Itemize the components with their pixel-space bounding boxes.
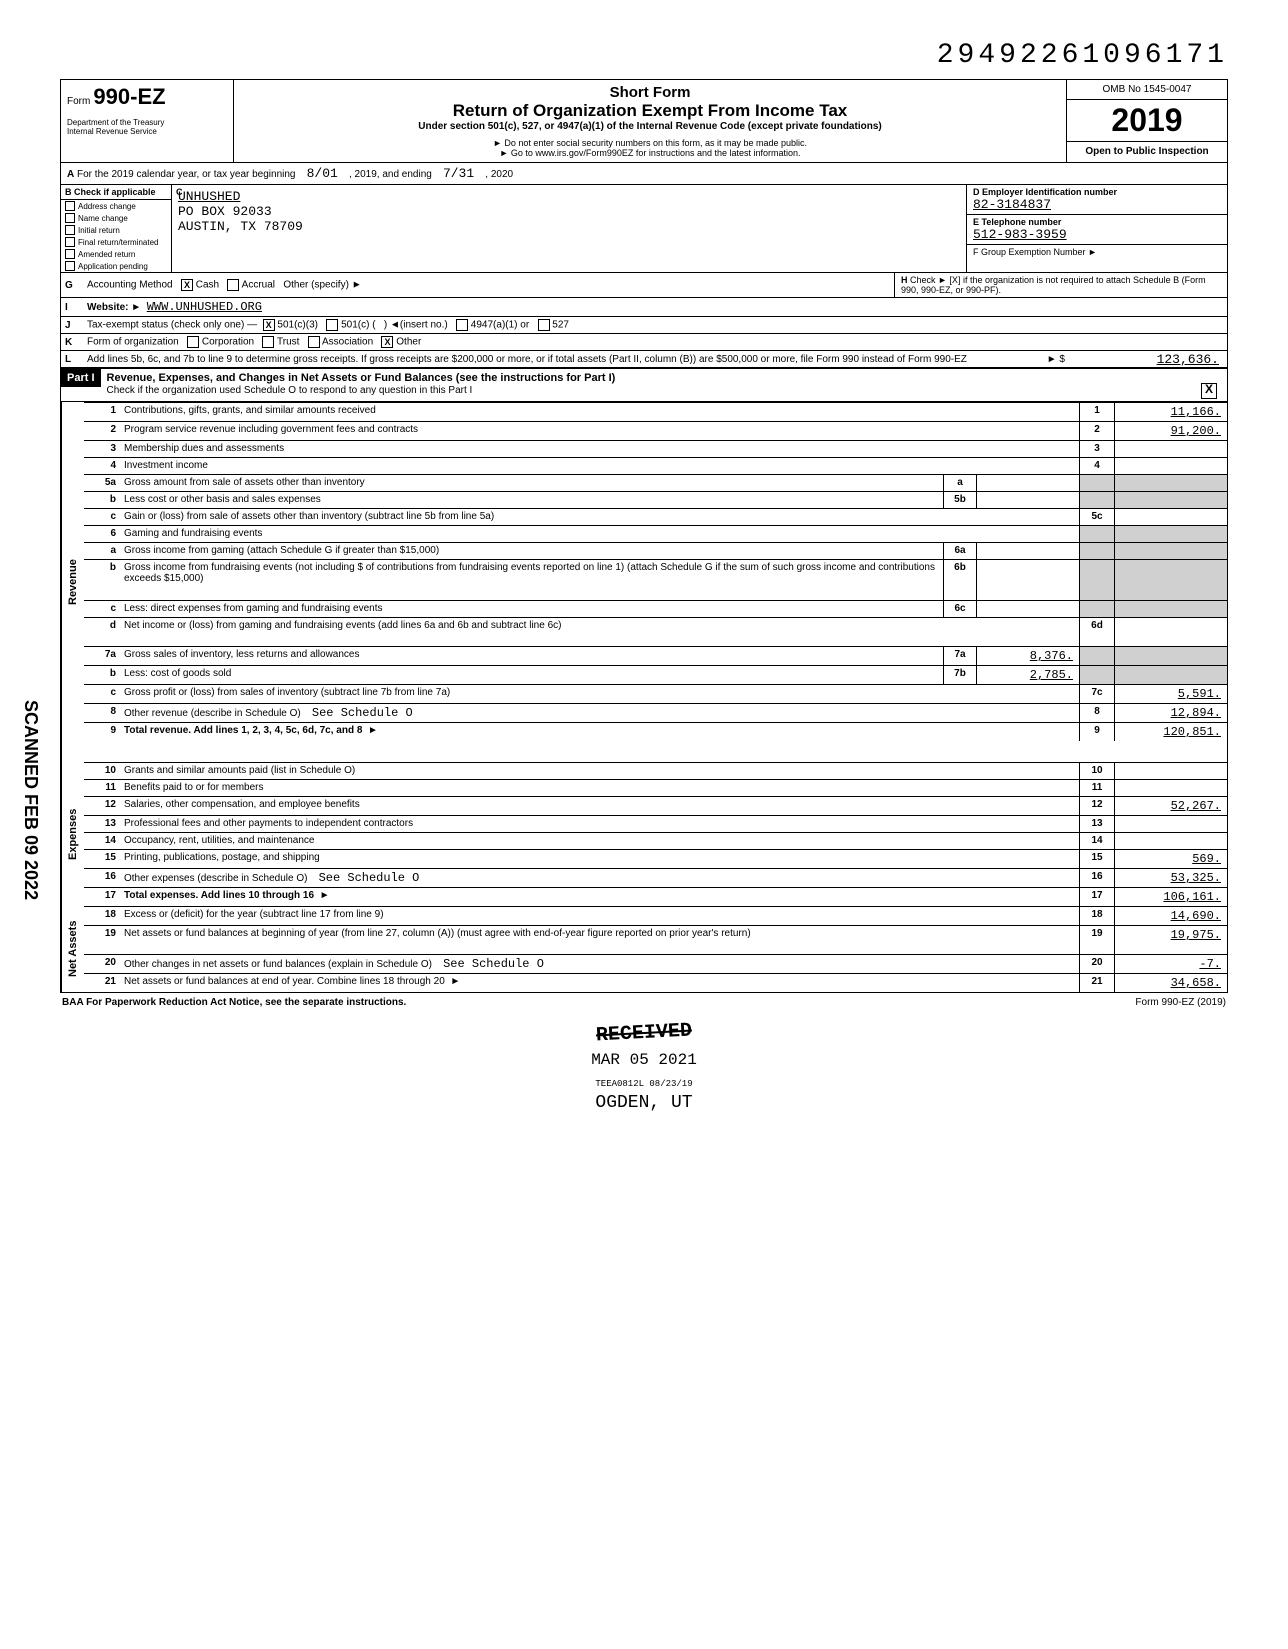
- cb-amended[interactable]: [65, 249, 75, 259]
- cb-501c[interactable]: [326, 319, 338, 331]
- line-a-text: For the 2019 calendar year, or tax year …: [77, 169, 295, 180]
- val-9: 120,851.: [1115, 723, 1227, 741]
- note-20: See Schedule O: [443, 957, 544, 971]
- col-e-label: E Telephone number: [973, 217, 1221, 227]
- line-a-letter: A: [67, 169, 74, 180]
- telephone: 512-983-3959: [973, 227, 1221, 242]
- side-netassets: Net Assets: [61, 906, 84, 992]
- line-i-text: Website: ►: [87, 302, 141, 313]
- subtitle-ssn: ► Do not enter social security numbers o…: [242, 138, 1058, 148]
- val-15: 569.: [1115, 850, 1227, 868]
- cb-accrual[interactable]: [227, 279, 239, 291]
- val-19: 19,975.: [1115, 926, 1227, 954]
- cb-corp[interactable]: [187, 336, 199, 348]
- return-title: Return of Organization Exempt From Incom…: [242, 101, 1058, 121]
- footer-baa: BAA For Paperwork Reduction Act Notice, …: [62, 997, 406, 1008]
- cb-other[interactable]: X: [381, 336, 393, 348]
- line-k-letter: K: [61, 337, 83, 348]
- cb-address-change[interactable]: [65, 201, 75, 211]
- cb-initial-return[interactable]: [65, 225, 75, 235]
- scanned-stamp: SCANNED FEB 09 2022: [20, 700, 41, 900]
- line-j-letter: J: [61, 320, 83, 331]
- gross-receipts: 123,636.: [1069, 352, 1227, 367]
- line-a-suffix: , 2020: [485, 169, 513, 180]
- cb-assoc[interactable]: [308, 336, 320, 348]
- line-l-text: Add lines 5b, 6c, and 7b to line 9 to de…: [83, 352, 1025, 367]
- line-l-arrow: ► $: [1025, 354, 1069, 365]
- cb-final-return[interactable]: [65, 237, 75, 247]
- line-g-text: Accounting Method: [87, 280, 173, 291]
- col-c-label: C: [176, 187, 183, 197]
- footer-mid: TEEA0812L 08/23/19: [60, 1079, 1228, 1089]
- open-public: Open to Public Inspection: [1067, 142, 1227, 161]
- line-k-text: Form of organization: [87, 337, 179, 348]
- org-addr2: AUSTIN, TX 78709: [178, 219, 960, 234]
- line-a-mid: , 2019, and ending: [349, 169, 432, 180]
- val-4: [1115, 458, 1227, 474]
- val-18: 14,690.: [1115, 907, 1227, 925]
- val-1: 11,166.: [1115, 403, 1227, 421]
- cb-501c3[interactable]: X: [263, 319, 275, 331]
- val-17: 106,161.: [1115, 888, 1227, 906]
- tax-year-end: 7/31: [443, 166, 474, 181]
- col-c-org: C UNHUSHED PO BOX 92033 AUSTIN, TX 78709: [172, 185, 966, 272]
- side-revenue: Revenue: [61, 402, 84, 762]
- note-16: See Schedule O: [319, 871, 420, 885]
- org-name: UNHUSHED: [178, 189, 960, 204]
- note-8: See Schedule O: [312, 706, 413, 720]
- cb-schedule-o[interactable]: X: [1201, 383, 1217, 399]
- form-prefix: Form: [67, 96, 90, 107]
- line-g-letter: G: [61, 280, 83, 291]
- part1-label: Part I: [61, 369, 101, 387]
- part1-check-text: Check if the organization used Schedule …: [107, 385, 473, 396]
- val-3: [1115, 441, 1227, 457]
- omb-number: OMB No 1545-0047: [1067, 80, 1227, 100]
- ogden-stamp: OGDEN, UT: [60, 1093, 1228, 1113]
- form-header: Form 990-EZ Department of the Treasury I…: [60, 79, 1228, 162]
- org-addr1: PO BOX 92033: [178, 204, 960, 219]
- footer-right: Form 990-EZ (2019): [1135, 997, 1226, 1008]
- col-b-checkboxes: B Check if applicable Address change Nam…: [61, 185, 172, 272]
- part1-table: Revenue 1Contributions, gifts, grants, a…: [60, 402, 1228, 993]
- line-j-text: Tax-exempt status (check only one) —: [87, 320, 257, 331]
- line-h-text: Check ► [X] if the organization is not r…: [901, 275, 1206, 295]
- tax-year: 2019: [1067, 100, 1227, 142]
- cb-cash[interactable]: X: [181, 279, 193, 291]
- val-7c: 5,591.: [1115, 685, 1227, 703]
- line-h-letter: H: [901, 275, 908, 285]
- val-2: 91,200.: [1115, 422, 1227, 440]
- cb-name-change[interactable]: [65, 213, 75, 223]
- col-d-label: D Employer Identification number: [973, 187, 1221, 197]
- val-20: -7.: [1115, 955, 1227, 973]
- cb-app-pending[interactable]: [65, 261, 75, 271]
- form-number: 990-EZ: [93, 84, 165, 109]
- received-date: MAR 05 2021: [60, 1051, 1228, 1069]
- dept-treasury: Department of the Treasury Internal Reve…: [67, 110, 227, 136]
- val-7a: 8,376.: [976, 647, 1079, 665]
- ein: 82-3184837: [973, 197, 1221, 212]
- val-12: 52,267.: [1115, 797, 1227, 815]
- line-l-letter: L: [61, 354, 83, 365]
- received-stamp: RECEIVED: [595, 1020, 692, 1048]
- part1-title: Revenue, Expenses, and Changes in Net As…: [107, 372, 616, 384]
- cb-trust[interactable]: [262, 336, 274, 348]
- val-16: 53,325.: [1115, 869, 1227, 887]
- tax-year-begin: 8/01: [307, 166, 338, 181]
- cb-527[interactable]: [538, 319, 550, 331]
- line-i-letter: I: [61, 302, 83, 313]
- val-7b: 2,785.: [976, 666, 1079, 684]
- col-f-label: F Group Exemption Number ►: [973, 247, 1221, 257]
- side-expenses: Expenses: [61, 762, 84, 906]
- subtitle-code: Under section 501(c), 527, or 4947(a)(1)…: [242, 121, 1058, 132]
- short-form-label: Short Form: [242, 84, 1058, 101]
- col-b-header: B Check if applicable: [61, 185, 171, 200]
- top-document-number: 29492261096171: [60, 40, 1228, 71]
- website: WWW.UNHUSHED.ORG: [147, 300, 262, 314]
- cb-4947[interactable]: [456, 319, 468, 331]
- val-8: 12,894.: [1115, 704, 1227, 722]
- val-21: 34,658.: [1115, 974, 1227, 992]
- subtitle-goto: ► Go to www.irs.gov/Form990EZ for instru…: [242, 148, 1058, 158]
